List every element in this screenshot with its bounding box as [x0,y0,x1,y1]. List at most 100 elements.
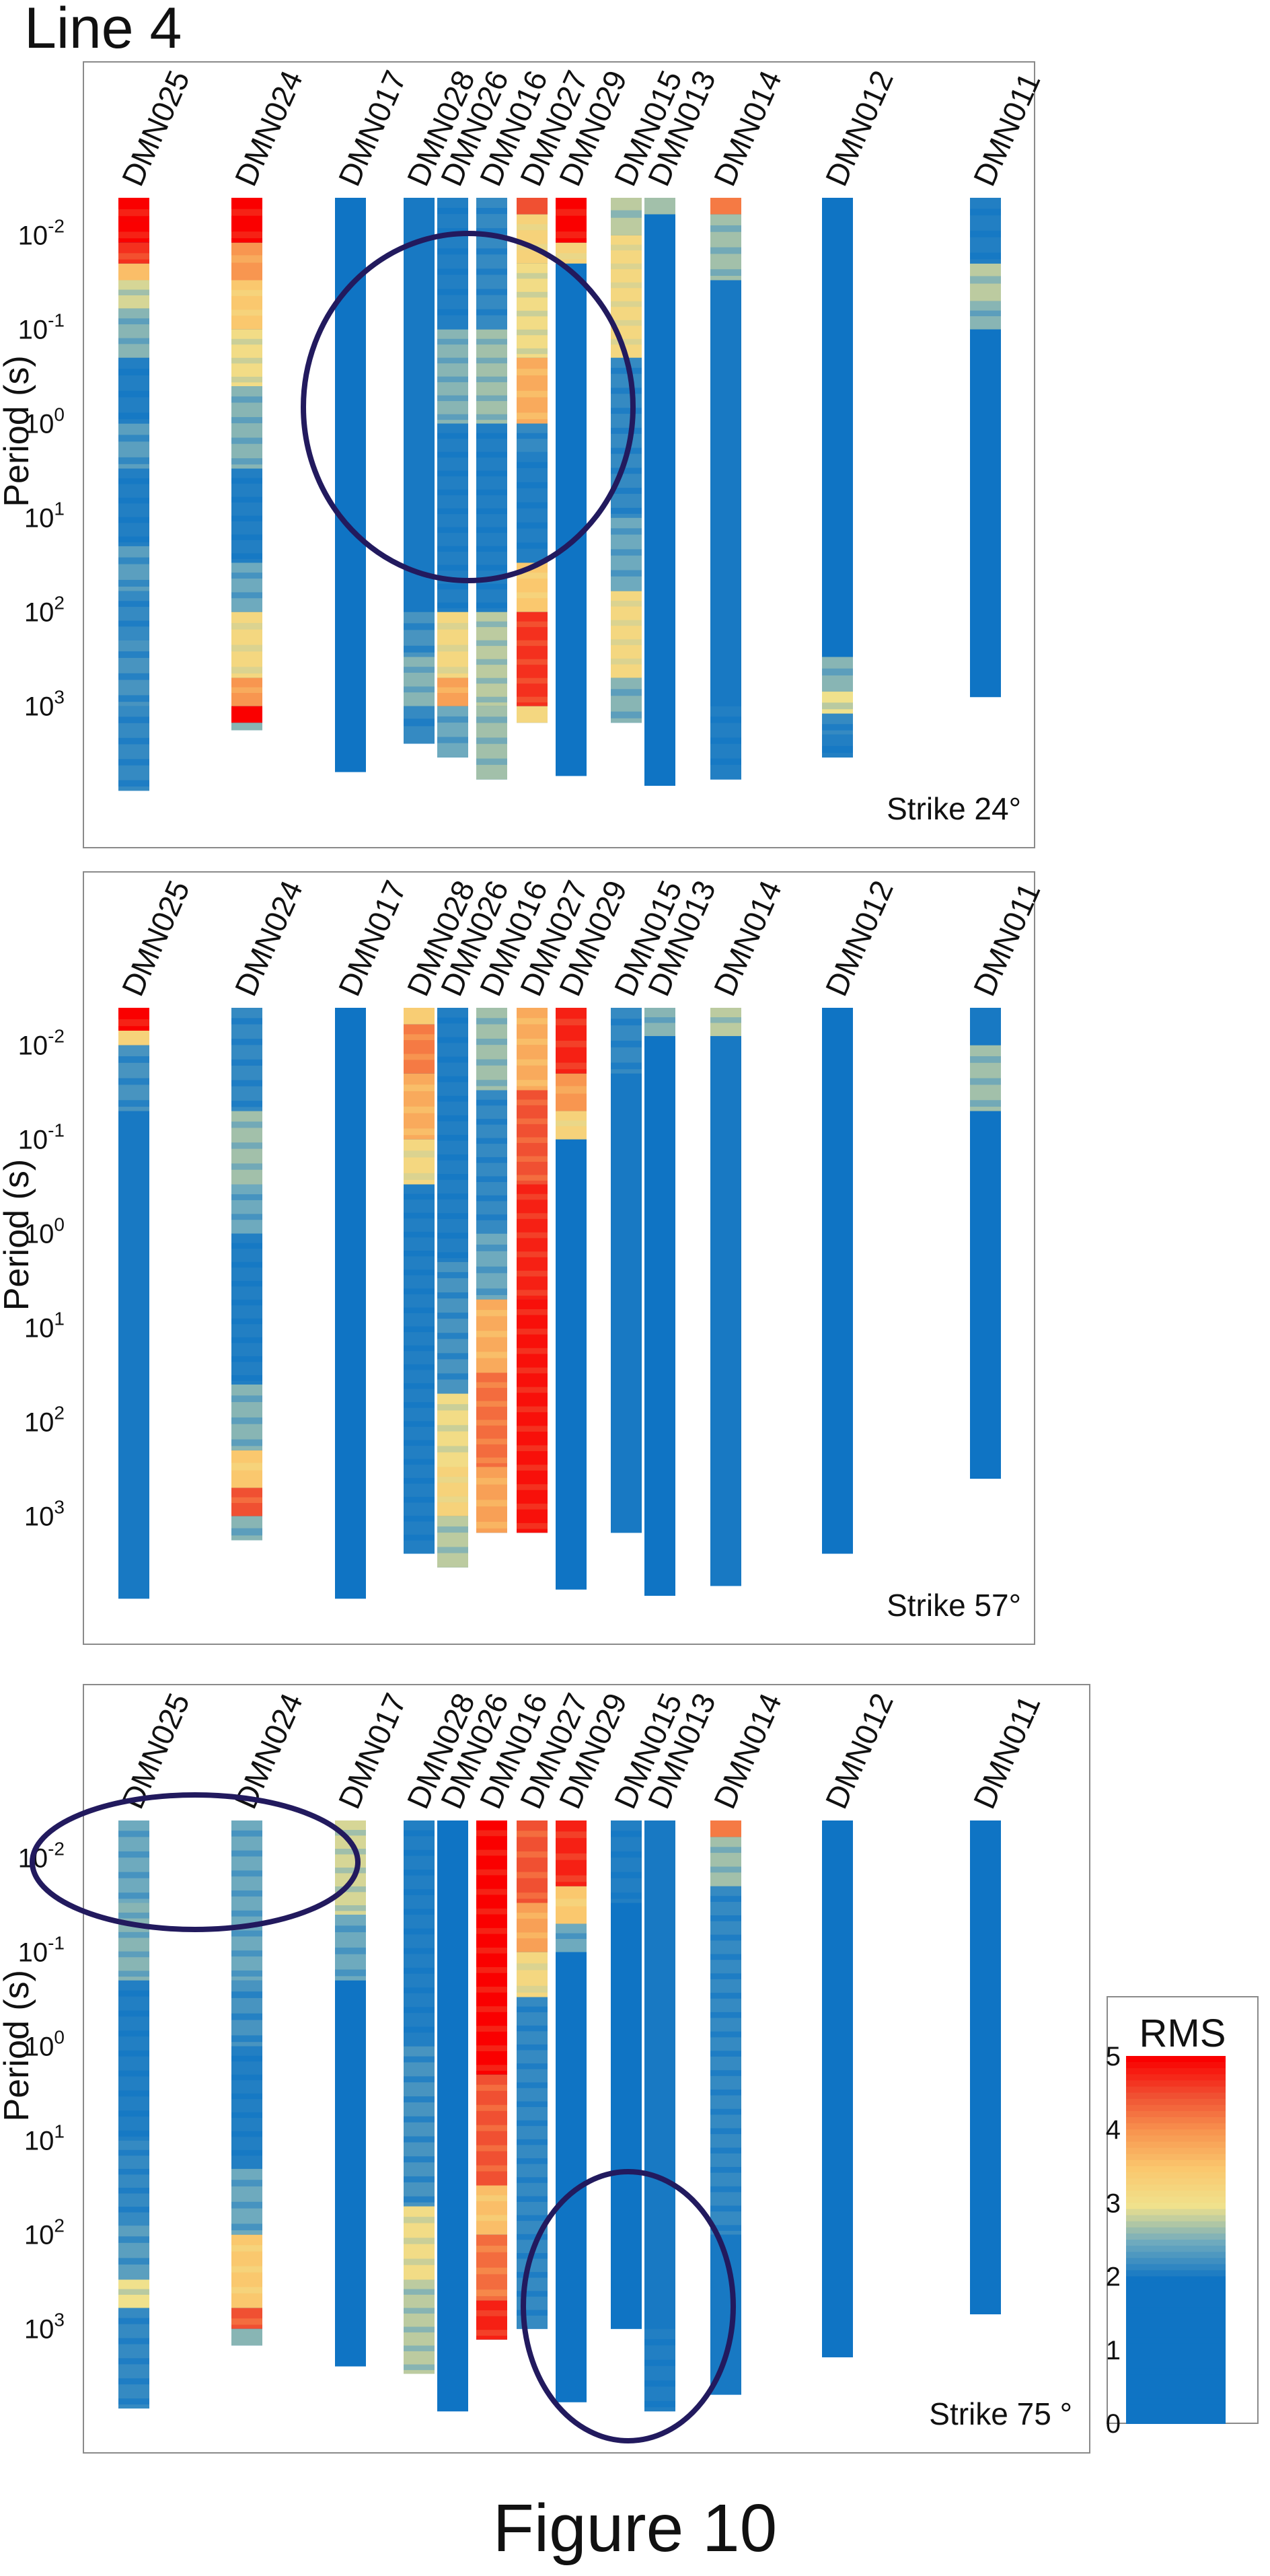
site-column [822,1820,853,2357]
rms-band [437,470,468,477]
rms-band [476,1382,507,1388]
rms-cell [118,591,149,640]
rms-band [710,758,741,765]
y-tick-label: 10-1 [18,310,65,345]
site-column [710,198,741,780]
colorbar-swatch [1126,2337,1226,2345]
rms-band [231,496,262,503]
rms-band [118,497,149,504]
rms-band [517,2006,548,2013]
rms-cell [335,1980,366,2367]
colorbar-swatch [1126,2252,1226,2259]
colorbar-tick-label: 0 [1106,2409,1121,2439]
rms-band [710,1954,741,1960]
site-column [970,198,1001,698]
strike-annotation: Strike 75 ° [929,2396,1072,2431]
rms-band [118,2378,149,2385]
rms-band [476,2330,507,2336]
rms-band [611,658,642,665]
rms-band [404,2007,435,2014]
rms-cell [517,1299,548,1533]
site-column [404,1008,435,1554]
colorbar-swatch [1126,2411,1226,2418]
rms-cell [710,280,741,706]
colorbar-swatch [1126,2276,1226,2283]
rms-band [118,253,149,260]
rms-band [476,1059,507,1066]
rms-band [517,1118,548,1124]
colorbar-swatch [1126,2110,1226,2118]
rms-band [231,553,262,559]
rms-band [476,2289,507,2297]
rms-band [611,468,642,474]
rms-band [404,1383,435,1389]
colorbar-swatch [1126,2398,1226,2406]
rms-band [611,1892,642,1899]
rms-band [517,348,548,355]
rms-cell [611,235,642,358]
rms-cell [517,198,548,215]
rms-band [335,1886,366,1892]
rms-band [118,759,149,766]
rms-band [404,1402,435,1408]
rms-band [710,1017,741,1023]
rms-band [517,1059,548,1066]
rms-band [476,1849,507,1856]
rms-band [404,2308,435,2314]
colorbar-swatch [1126,2104,1226,2112]
site-column [611,1820,642,2329]
colorbar-swatch [1126,2380,1226,2388]
rms-band [404,1516,435,1522]
rms-band [476,268,507,275]
rms-band [437,527,468,533]
rms-cell [476,1820,507,2075]
rms-band [231,1395,262,1403]
rms-band [118,2258,149,2265]
rms-band [970,209,1001,216]
rms-band [556,1019,587,1026]
rms-band [710,269,741,276]
rms-cell [644,1036,675,1596]
rms-cell [476,198,507,330]
rms-band [517,1080,548,1087]
rms-band [517,621,548,628]
rms-band [404,1440,435,1446]
rms-band [517,522,548,529]
rms-band [404,1948,435,1954]
rms-band [118,2149,149,2156]
rms-band [476,1080,507,1087]
rms-band [517,369,548,375]
rms-band [611,244,642,251]
rms-band [710,737,741,744]
rms-band [517,2139,548,2145]
rms-cell [231,2328,262,2346]
rms-cell [970,1111,1001,1479]
rms-band [710,2186,741,2193]
rms-band [118,2110,149,2117]
rms-band [476,2165,507,2172]
colorbar-swatch [1126,2068,1226,2075]
rms-band [231,2149,262,2156]
rms-band [644,2380,675,2387]
rms-band [611,210,642,218]
y-tick-label: 10-2 [18,216,65,251]
rms-cell [644,214,675,786]
rms-band [231,1101,262,1107]
rms-band [231,1243,262,1249]
rms-band [476,1310,507,1317]
rms-band [517,677,548,684]
rms-band [231,667,262,674]
rms-band [231,1194,262,1200]
colorbar-swatch [1126,2233,1226,2240]
rms-band [404,719,435,727]
colorbar-swatch [1126,2227,1226,2234]
rms-cell [710,1820,741,1837]
rms-band [476,1038,507,1045]
site-column [231,1820,262,2346]
rms-band [335,1830,366,1836]
rms-band [476,289,507,295]
site-column [822,198,853,758]
rms-band [476,2026,507,2032]
rms-band [710,1847,741,1853]
rms-band [437,1313,468,1319]
